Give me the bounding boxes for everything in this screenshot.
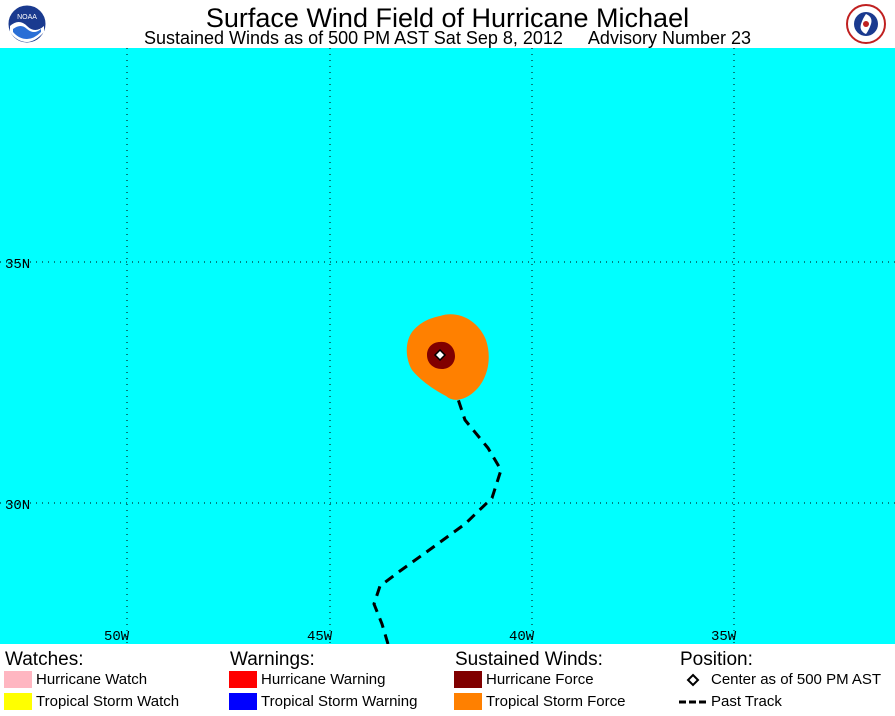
- legend-winds-title: Sustained Winds:: [455, 649, 603, 670]
- nws-logo: [846, 4, 886, 44]
- past-track-label: Past Track: [711, 693, 782, 710]
- map-area: 35N 30N 50W 45W 40W 35W: [0, 48, 895, 644]
- legend-position-title: Position:: [680, 649, 753, 670]
- noaa-logo-text: NOAA: [17, 14, 37, 21]
- map-subtitle: Sustained Winds as of 500 PM AST Sat Sep…: [0, 28, 895, 48]
- tropical-storm-warning-swatch: [229, 693, 257, 710]
- legend-watches-title: Watches:: [5, 649, 84, 670]
- hurricane-force-label: Hurricane Force: [486, 671, 594, 688]
- subtitle-advisory: Advisory Number 23: [587, 28, 751, 48]
- hurricane-force-swatch: [454, 671, 482, 688]
- subtitle-time: Sustained Winds as of 500 PM AST Sat Sep…: [143, 28, 563, 48]
- hurricane-warning-label: Hurricane Warning: [261, 671, 386, 688]
- tropical-storm-force-label: Tropical Storm Force: [486, 693, 626, 710]
- header: NOAA Surface Wind Field of Hurricane Mic…: [0, 0, 895, 48]
- storm-center-marker: [433, 348, 447, 362]
- legend: Watches: Hurricane Watch Tropical Storm …: [0, 644, 895, 716]
- tropical-storm-force-swatch: [454, 693, 482, 710]
- hurricane-watch-swatch: [4, 671, 32, 688]
- noaa-logo: NOAA: [7, 4, 47, 44]
- diamond-icon: [686, 673, 700, 687]
- lon-label-35w: 35W: [711, 629, 737, 644]
- tropical-storm-warning-label: Tropical Storm Warning: [261, 693, 418, 710]
- dashed-line-icon: [679, 700, 707, 704]
- hurricane-watch-label: Hurricane Watch: [36, 671, 148, 688]
- center-label: Center as of 500 PM AST: [711, 671, 882, 688]
- map-title: Surface Wind Field of Hurricane Michael: [205, 3, 690, 33]
- legend-warnings-title: Warnings:: [230, 649, 315, 670]
- past-track: [372, 355, 503, 644]
- lat-label-35n: 35N: [5, 257, 30, 273]
- lon-label-50w: 50W: [104, 629, 130, 644]
- tropical-storm-watch-label: Tropical Storm Watch: [36, 693, 180, 710]
- hurricane-warning-swatch: [229, 671, 257, 688]
- tropical-storm-watch-swatch: [4, 693, 32, 710]
- lon-label-45w: 45W: [307, 629, 333, 644]
- lon-label-40w: 40W: [509, 629, 535, 644]
- lat-label-30n: 30N: [5, 498, 30, 514]
- map-canvas: 35N 30N 50W 45W 40W 35W: [0, 48, 895, 644]
